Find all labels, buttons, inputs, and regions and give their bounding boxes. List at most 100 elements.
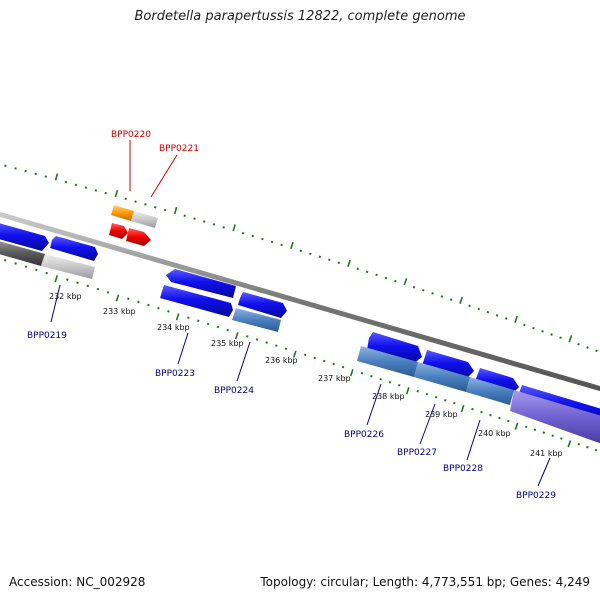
ruler-label: 236 kbp xyxy=(265,356,298,365)
minor-tick xyxy=(318,255,322,259)
major-tick xyxy=(290,241,294,250)
minor-tick xyxy=(498,416,501,420)
minor-tick xyxy=(187,316,190,319)
minor-tick xyxy=(379,377,382,381)
minor-tick xyxy=(375,273,378,277)
gene-bpp0219c-block[interactable] xyxy=(0,240,45,266)
gene-bpp0223b-arrow[interactable] xyxy=(160,285,233,317)
gene-label-bpp0227[interactable]: BPP0227 xyxy=(397,448,437,458)
minor-tick xyxy=(398,384,401,387)
minor-tick xyxy=(261,237,264,241)
gene-bpp0229b-block[interactable] xyxy=(510,390,600,445)
gene-bpp0226b-arrow[interactable] xyxy=(422,350,474,379)
ruler-label: 233 kbp xyxy=(103,307,136,316)
gene-bpp0220b-block[interactable] xyxy=(131,211,158,228)
major-tick xyxy=(460,405,465,413)
gene-label-bpp0221[interactable]: BPP0221 xyxy=(159,144,199,154)
minor-tick xyxy=(416,390,420,393)
minor-tick xyxy=(412,285,416,289)
label-leaders xyxy=(50,140,551,487)
gene-label-bpp0220[interactable]: BPP0220 xyxy=(111,130,151,140)
minor-tick xyxy=(3,258,7,262)
major-tick xyxy=(54,275,59,283)
gene-label-bpp0219[interactable]: BPP0219 xyxy=(27,331,67,341)
gene-labels: BPP0220 BPP0221 BPP0219 BPP0223 BPP0224 … xyxy=(27,130,556,501)
ruler-label: 238 kbp xyxy=(372,392,405,401)
minor-tick xyxy=(167,310,170,313)
gene-bpp0219b-arrow[interactable] xyxy=(50,236,98,261)
gene-label-bpp0226[interactable]: BPP0226 xyxy=(344,430,384,440)
minor-tick xyxy=(84,186,88,189)
gene-bpp0227-block[interactable] xyxy=(414,362,470,392)
minor-tick xyxy=(577,443,581,446)
major-tick xyxy=(234,332,239,340)
gene-bpp0221b-arrow[interactable] xyxy=(126,228,151,246)
minor-tick xyxy=(523,323,526,327)
gene-bpp0219a-arrow[interactable] xyxy=(0,222,49,251)
minor-tick xyxy=(328,258,331,262)
gene-label-bpp0228[interactable]: BPP0228 xyxy=(443,464,483,474)
minor-tick xyxy=(222,226,225,229)
major-tick xyxy=(514,315,519,323)
major-tick xyxy=(568,335,573,343)
gene-bpp0221-arrow[interactable] xyxy=(109,223,128,239)
minor-tick xyxy=(586,445,589,449)
minor-tick xyxy=(449,298,453,301)
ruler-label: 234 kbp xyxy=(157,323,190,332)
minor-tick xyxy=(196,319,200,323)
minor-tick xyxy=(44,175,48,178)
minor-tick xyxy=(35,268,38,272)
minor-tick xyxy=(96,287,100,291)
minor-tick xyxy=(94,189,98,192)
minor-tick xyxy=(468,304,471,308)
minor-tick xyxy=(495,314,499,317)
minor-tick xyxy=(74,183,78,187)
minor-tick xyxy=(384,276,388,280)
minor-tick xyxy=(104,191,108,195)
major-tick xyxy=(232,224,236,232)
minor-tick xyxy=(284,347,288,350)
ruler-label: 240 kbp xyxy=(478,429,511,438)
minor-tick xyxy=(356,267,359,271)
gene-bpp0223a-arrow[interactable] xyxy=(166,269,236,298)
minor-tick xyxy=(206,322,210,326)
minor-tick xyxy=(365,270,369,274)
minor-tick xyxy=(453,401,456,405)
minor-tick xyxy=(76,281,79,285)
minor-tick xyxy=(45,271,48,275)
minor-tick xyxy=(388,381,392,384)
minor-tick xyxy=(551,434,554,437)
minor-tick xyxy=(542,431,546,434)
minor-tick xyxy=(193,217,196,220)
minor-tick xyxy=(309,252,312,256)
gene-bpp0224b-block[interactable] xyxy=(232,308,281,332)
ruler-label: 239 kbp xyxy=(425,410,458,419)
minor-tick xyxy=(86,284,89,288)
minor-tick xyxy=(147,303,150,307)
gene-label-bpp0223[interactable]: BPP0223 xyxy=(155,369,195,379)
gene-bpp0226c-block[interactable] xyxy=(357,346,418,377)
minor-tick xyxy=(550,333,553,336)
gene-bpp0226a-arrow[interactable] xyxy=(367,332,422,364)
inner-tick-ring xyxy=(3,258,598,452)
gene-bpp0219d-block[interactable] xyxy=(41,254,95,279)
minor-tick xyxy=(127,297,130,300)
gene-label-bpp0224[interactable]: BPP0224 xyxy=(214,386,254,396)
minor-tick xyxy=(246,335,249,338)
minor-tick xyxy=(203,220,206,223)
minor-tick xyxy=(337,261,341,265)
minor-tick xyxy=(66,278,69,281)
minor-tick xyxy=(486,310,490,314)
minor-tick xyxy=(313,356,316,360)
gene-bpp0228b-block[interactable] xyxy=(466,377,514,405)
gene-bpp0224a-arrow[interactable] xyxy=(238,292,287,318)
major-tick xyxy=(349,368,354,377)
minor-tick xyxy=(24,265,28,268)
reverse-strand-genes xyxy=(0,222,600,445)
minor-tick xyxy=(134,200,137,203)
minor-tick xyxy=(370,374,373,378)
gene-label-bpp0229[interactable]: BPP0229 xyxy=(516,491,556,501)
gene-bpp0220-block[interactable] xyxy=(111,205,134,221)
minor-tick xyxy=(212,223,216,226)
